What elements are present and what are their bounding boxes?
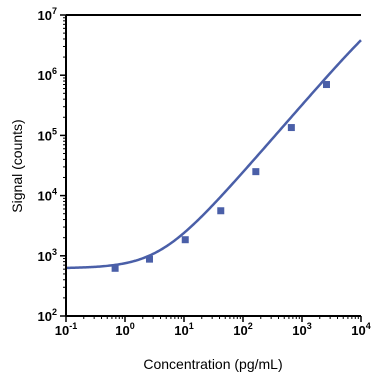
x-tick-label-exponent: 3 xyxy=(307,321,312,331)
x-tick-label-base: 10 xyxy=(292,323,306,338)
y-tick-label: 103 xyxy=(38,247,57,264)
data-points-layer xyxy=(111,81,330,272)
y-tick-label-base: 10 xyxy=(38,68,52,83)
x-tick-label-exponent: 1 xyxy=(189,321,194,331)
y-tick-label-exponent: 5 xyxy=(52,126,57,136)
x-tick-label-exponent: 4 xyxy=(366,321,371,331)
y-tick-label-base: 10 xyxy=(38,128,52,143)
x-tick-label-base: 10 xyxy=(174,323,188,338)
y-tick-label: 105 xyxy=(38,126,57,143)
fit-curve xyxy=(65,39,362,270)
x-tick-label: 101 xyxy=(174,321,193,338)
x-tick-label: 103 xyxy=(292,321,311,338)
y-tick-label: 102 xyxy=(38,307,57,324)
y-tick-label-exponent: 4 xyxy=(52,187,57,197)
x-tick-label-exponent: -1 xyxy=(69,321,77,331)
y-tick-label-exponent: 7 xyxy=(52,6,57,16)
x-tick-label-exponent: 2 xyxy=(248,321,253,331)
x-tick-label: 10-1 xyxy=(55,321,77,338)
data-point xyxy=(322,81,330,89)
y-tick-label: 107 xyxy=(38,6,57,23)
x-tick-label: 104 xyxy=(351,321,370,338)
x-axis-tick-labels: 10-1 100 101 102 103 104 xyxy=(55,321,371,338)
data-point xyxy=(111,264,119,272)
y-tick-label-exponent: 6 xyxy=(52,66,57,76)
x-tick-label: 102 xyxy=(233,321,252,338)
y-tick-label-exponent: 2 xyxy=(52,307,57,317)
x-tick-label-base: 10 xyxy=(55,323,69,338)
y-tick-label-base: 10 xyxy=(38,8,52,23)
x-tick-label-base: 10 xyxy=(115,323,129,338)
x-tick-label-base: 10 xyxy=(351,323,365,338)
data-point xyxy=(287,124,295,132)
data-point xyxy=(181,236,189,244)
data-point xyxy=(217,207,225,215)
fit-curve-layer xyxy=(65,39,362,270)
data-point xyxy=(252,168,260,176)
data-point xyxy=(145,255,153,263)
x-tick-label-base: 10 xyxy=(233,323,247,338)
x-axis-title: Concentration (pg/mL) xyxy=(143,356,282,372)
y-tick-label-base: 10 xyxy=(38,309,52,324)
x-tick-label: 100 xyxy=(115,321,134,338)
y-tick-label-exponent: 3 xyxy=(52,247,57,257)
y-axis-title: Signal (counts) xyxy=(9,119,25,212)
x-tick-label-exponent: 0 xyxy=(130,321,135,331)
y-tick-label-base: 10 xyxy=(38,249,52,264)
y-tick-label-base: 10 xyxy=(38,189,52,204)
y-tick-label: 106 xyxy=(38,66,57,83)
y-tick-label: 104 xyxy=(38,187,57,204)
